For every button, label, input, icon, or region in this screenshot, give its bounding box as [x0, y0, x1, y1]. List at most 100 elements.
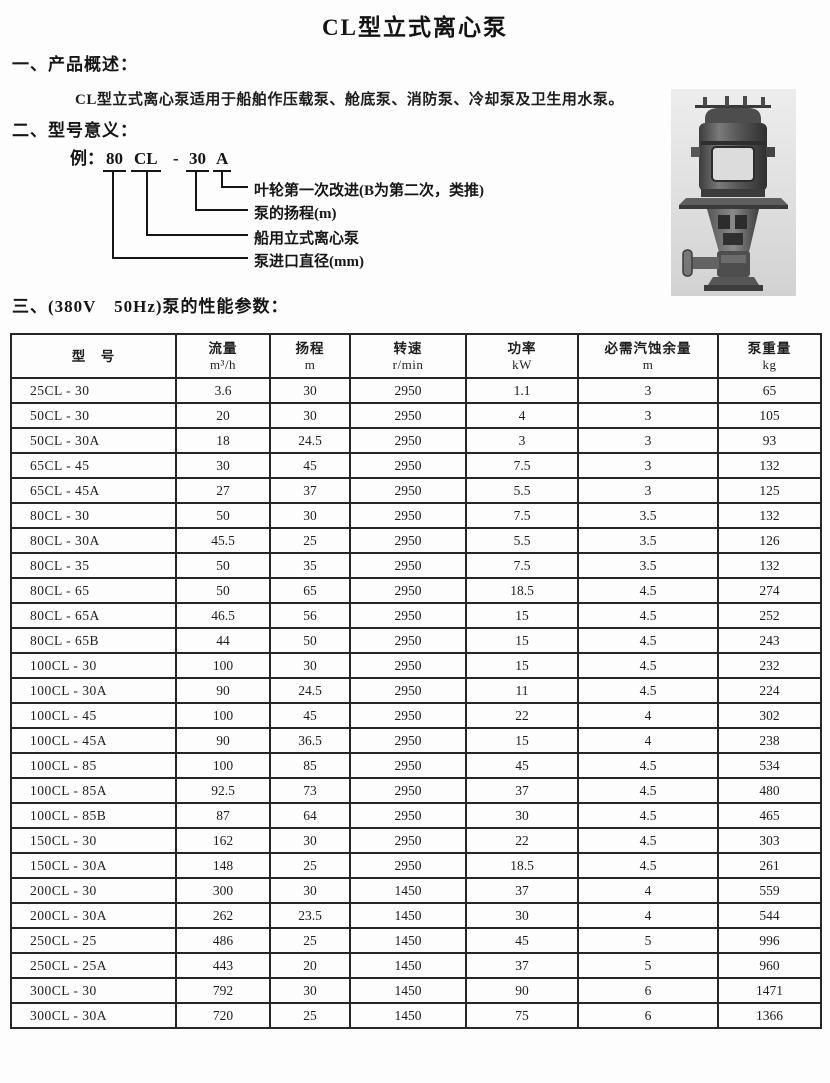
npsh-cell: 5 [577, 952, 719, 979]
weight-cell: 1471 [717, 977, 822, 1004]
weight-cell: 125 [717, 477, 822, 504]
npsh-cell: 4 [577, 727, 719, 754]
speed-cell: 1450 [349, 952, 467, 979]
head-cell: 64 [269, 802, 351, 829]
head-cell: 50 [269, 627, 351, 654]
power-cell: 37 [465, 952, 579, 979]
weight-cell: 224 [717, 677, 822, 704]
head-cell: 30 [269, 977, 351, 1004]
speed-cell: 2950 [349, 477, 467, 504]
speed-cell: 1450 [349, 877, 467, 904]
table-row: 200CL - 30 300 30 1450 37 4 559 [10, 877, 822, 904]
weight-cell: 105 [717, 402, 822, 429]
col-header-speed: 转速 r/min [349, 333, 467, 379]
table-row: 100CL - 85A 92.5 73 2950 37 4.5 480 [10, 777, 822, 804]
table-row: 25CL - 30 3.6 30 2950 1.1 3 65 [10, 377, 822, 404]
flow-cell: 100 [175, 752, 271, 779]
npsh-cell: 3 [577, 377, 719, 404]
npsh-cell: 4.5 [577, 802, 719, 829]
model-cell: 65CL - 45A [10, 477, 177, 504]
flow-cell: 90 [175, 677, 271, 704]
example-dash: - [173, 149, 179, 168]
example-type-code: CL [131, 149, 161, 172]
power-cell: 5.5 [465, 477, 579, 504]
model-cell: 150CL - 30A [10, 852, 177, 879]
flow-cell: 262 [175, 902, 271, 929]
flow-cell: 90 [175, 727, 271, 754]
section1-heading: 一、产品概述： [12, 55, 138, 74]
power-cell: 18.5 [465, 577, 579, 604]
connector-line-variant [221, 172, 248, 188]
weight-cell: 302 [717, 702, 822, 729]
flow-cell: 100 [175, 702, 271, 729]
col-header-npsh: 必需汽蚀余量 m [577, 333, 719, 379]
npsh-cell: 4.5 [577, 577, 719, 604]
power-cell: 45 [465, 927, 579, 954]
power-cell: 15 [465, 652, 579, 679]
model-cell: 65CL - 45 [10, 452, 177, 479]
npsh-cell: 3 [577, 452, 719, 479]
npsh-cell: 3 [577, 477, 719, 504]
model-cell: 250CL - 25A [10, 952, 177, 979]
table-row: 80CL - 30A 45.5 25 2950 5.5 3.5 126 [10, 527, 822, 554]
table-row: 150CL - 30 162 30 2950 22 4.5 303 [10, 827, 822, 854]
model-cell: 80CL - 65B [10, 627, 177, 654]
speed-cell: 2950 [349, 552, 467, 579]
model-cell: 300CL - 30 [10, 977, 177, 1004]
flow-cell: 46.5 [175, 602, 271, 629]
npsh-cell: 4.5 [577, 852, 719, 879]
connector-line-type [146, 172, 248, 236]
table-row: 65CL - 45 30 45 2950 7.5 3 132 [10, 452, 822, 479]
table-row: 100CL - 45 100 45 2950 22 4 302 [10, 702, 822, 729]
weight-cell: 132 [717, 552, 822, 579]
weight-cell: 274 [717, 577, 822, 604]
table-row: 250CL - 25 486 25 1450 45 5 996 [10, 927, 822, 954]
model-cell: 100CL - 85 [10, 752, 177, 779]
model-cell: 100CL - 85A [10, 777, 177, 804]
power-cell: 37 [465, 877, 579, 904]
weight-cell: 996 [717, 927, 822, 954]
npsh-cell: 6 [577, 1002, 719, 1029]
table-row: 100CL - 45A 90 36.5 2950 15 4 238 [10, 727, 822, 754]
table-row: 50CL - 30A 18 24.5 2950 3 3 93 [10, 427, 822, 454]
power-cell: 7.5 [465, 452, 579, 479]
head-cell: 56 [269, 602, 351, 629]
weight-cell: 261 [717, 852, 822, 879]
table-row: 80CL - 65 50 65 2950 18.5 4.5 274 [10, 577, 822, 604]
npsh-cell: 3.5 [577, 502, 719, 529]
example-variant: A [213, 149, 232, 172]
table-header-row: 型 号 流量 m³/h 扬程 m 转速 r/min 功率 kW [10, 333, 822, 379]
connector-line-head [195, 172, 248, 211]
table-row: 80CL - 65A 46.5 56 2950 15 4.5 252 [10, 602, 822, 629]
npsh-cell: 4 [577, 877, 719, 904]
col-header-model: 型 号 [10, 333, 177, 379]
model-cell: 100CL - 30A [10, 677, 177, 704]
col-header-power: 功率 kW [465, 333, 579, 379]
speed-cell: 2950 [349, 577, 467, 604]
flow-cell: 792 [175, 977, 271, 1004]
flow-cell: 50 [175, 502, 271, 529]
power-cell: 30 [465, 902, 579, 929]
label-impeller-revision: 叶轮第一次改进(B为第二次，类推) [254, 183, 484, 199]
speed-cell: 2950 [349, 502, 467, 529]
table-row: 300CL - 30A 720 25 1450 75 6 1366 [10, 1002, 822, 1029]
flow-cell: 50 [175, 552, 271, 579]
table-row: 100CL - 30 100 30 2950 15 4.5 232 [10, 652, 822, 679]
example-head-value: 30 [186, 149, 209, 172]
model-cell: 80CL - 30A [10, 527, 177, 554]
table-row: 80CL - 65B 44 50 2950 15 4.5 243 [10, 627, 822, 654]
speed-cell: 2950 [349, 852, 467, 879]
npsh-cell: 4.5 [577, 677, 719, 704]
power-cell: 30 [465, 802, 579, 829]
page-title: CL型立式离心泵 [322, 15, 508, 40]
label-inlet-diameter: 泵进口直径(mm) [254, 254, 364, 270]
speed-cell: 1450 [349, 902, 467, 929]
pump-illustration [671, 89, 796, 296]
npsh-cell: 4.5 [577, 627, 719, 654]
flow-cell: 92.5 [175, 777, 271, 804]
weight-cell: 303 [717, 827, 822, 854]
speed-cell: 2950 [349, 752, 467, 779]
flow-cell: 87 [175, 802, 271, 829]
section1-body: CL型立式离心泵适用于船舶作压载泵、舱底泵、消防泵、冷却泵及卫生用水泵。 [75, 92, 624, 108]
weight-cell: 232 [717, 652, 822, 679]
